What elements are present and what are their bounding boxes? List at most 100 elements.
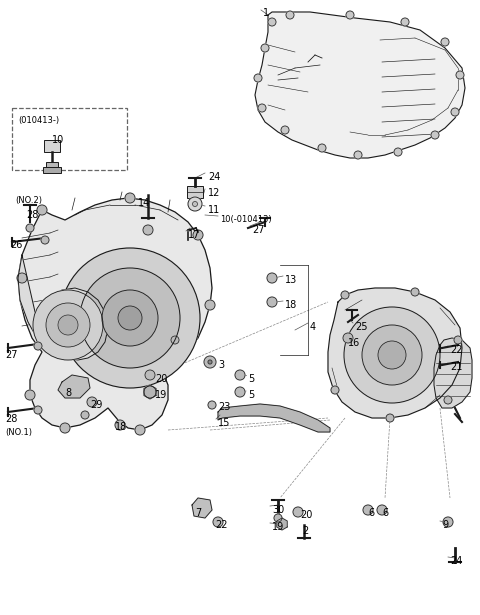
Circle shape [33, 290, 103, 360]
Text: 15: 15 [218, 418, 230, 428]
Circle shape [341, 291, 349, 299]
Circle shape [354, 151, 362, 159]
Circle shape [26, 224, 34, 232]
Text: 27: 27 [252, 225, 264, 235]
Circle shape [235, 370, 245, 380]
Circle shape [377, 505, 387, 515]
Circle shape [281, 126, 289, 134]
Circle shape [188, 197, 202, 211]
Text: 6: 6 [382, 508, 388, 518]
Circle shape [318, 144, 326, 152]
Text: 30: 30 [272, 505, 284, 515]
Text: 18: 18 [285, 300, 297, 310]
Text: 19: 19 [272, 522, 284, 532]
Text: 16: 16 [348, 338, 360, 348]
Circle shape [362, 325, 422, 385]
Circle shape [204, 356, 216, 368]
Circle shape [344, 307, 440, 403]
Circle shape [143, 225, 153, 235]
Circle shape [454, 336, 462, 344]
Circle shape [208, 360, 212, 364]
Circle shape [261, 44, 269, 52]
Circle shape [293, 507, 303, 517]
Text: 4: 4 [310, 322, 316, 332]
FancyBboxPatch shape [46, 162, 58, 167]
Circle shape [46, 303, 90, 347]
Text: 9: 9 [442, 520, 448, 530]
Circle shape [118, 306, 142, 330]
Circle shape [208, 401, 216, 409]
Text: 20: 20 [155, 374, 168, 384]
Text: 11: 11 [208, 205, 220, 215]
Polygon shape [18, 255, 108, 360]
Text: 6: 6 [368, 508, 374, 518]
Circle shape [267, 273, 277, 283]
Text: (NO.1): (NO.1) [5, 428, 32, 437]
Circle shape [235, 387, 245, 397]
Circle shape [60, 423, 70, 433]
Circle shape [451, 108, 459, 116]
Circle shape [17, 273, 27, 283]
Text: 3: 3 [218, 360, 224, 370]
Text: 8: 8 [65, 388, 71, 398]
Text: 10: 10 [52, 135, 64, 145]
Circle shape [431, 131, 439, 139]
Text: 19: 19 [155, 390, 167, 400]
Circle shape [268, 18, 276, 26]
Circle shape [258, 104, 266, 112]
Circle shape [443, 517, 453, 527]
Polygon shape [144, 385, 156, 399]
Text: 13: 13 [285, 275, 297, 285]
Text: 10(-010413): 10(-010413) [220, 215, 272, 224]
Circle shape [58, 315, 78, 335]
Circle shape [394, 148, 402, 156]
Circle shape [60, 248, 200, 388]
Circle shape [378, 341, 406, 369]
Circle shape [346, 11, 354, 19]
Text: 21: 21 [450, 362, 462, 372]
Text: 24: 24 [208, 172, 220, 182]
Circle shape [87, 397, 97, 407]
Circle shape [286, 11, 294, 19]
Polygon shape [218, 404, 330, 432]
Circle shape [125, 193, 135, 203]
Text: 18: 18 [115, 422, 127, 432]
Polygon shape [192, 498, 212, 518]
Text: 5: 5 [248, 374, 254, 384]
Text: 23: 23 [218, 402, 230, 412]
Text: 14: 14 [138, 198, 150, 208]
Circle shape [115, 420, 125, 430]
Circle shape [441, 38, 449, 46]
FancyBboxPatch shape [44, 140, 60, 152]
Text: 24: 24 [450, 556, 462, 566]
Circle shape [193, 230, 203, 240]
Circle shape [254, 74, 262, 82]
Circle shape [171, 336, 179, 344]
Polygon shape [18, 198, 212, 430]
Text: 27: 27 [5, 350, 17, 360]
Polygon shape [255, 12, 465, 158]
Text: 1: 1 [263, 8, 269, 18]
Text: 2: 2 [302, 526, 308, 536]
Circle shape [37, 205, 47, 215]
Circle shape [456, 71, 464, 79]
Circle shape [144, 386, 156, 398]
Circle shape [343, 333, 353, 343]
Circle shape [205, 300, 215, 310]
Circle shape [145, 370, 155, 380]
Circle shape [363, 505, 373, 515]
Text: (NO.2): (NO.2) [15, 196, 42, 205]
Text: (010413-): (010413-) [18, 116, 59, 125]
Text: 29: 29 [90, 400, 102, 410]
Text: 17: 17 [188, 230, 200, 240]
Polygon shape [58, 375, 90, 398]
Circle shape [411, 288, 419, 296]
Text: 7: 7 [195, 508, 201, 518]
Text: 28: 28 [5, 414, 17, 424]
Text: 20: 20 [300, 510, 312, 520]
Circle shape [102, 290, 158, 346]
Circle shape [386, 414, 394, 422]
FancyBboxPatch shape [43, 167, 61, 173]
Circle shape [34, 342, 42, 350]
Circle shape [444, 396, 452, 404]
